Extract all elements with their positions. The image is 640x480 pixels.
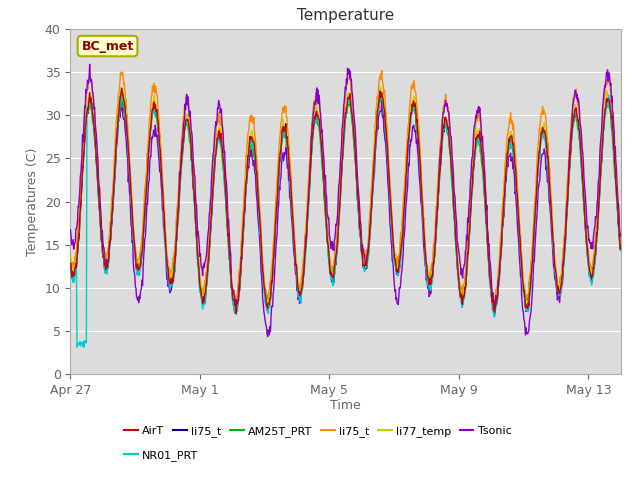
Y-axis label: Temperatures (C): Temperatures (C): [26, 147, 39, 256]
Title: Temperature: Temperature: [297, 9, 394, 24]
Text: BC_met: BC_met: [81, 39, 134, 52]
X-axis label: Time: Time: [330, 398, 361, 411]
Legend: NR01_PRT: NR01_PRT: [120, 445, 203, 466]
